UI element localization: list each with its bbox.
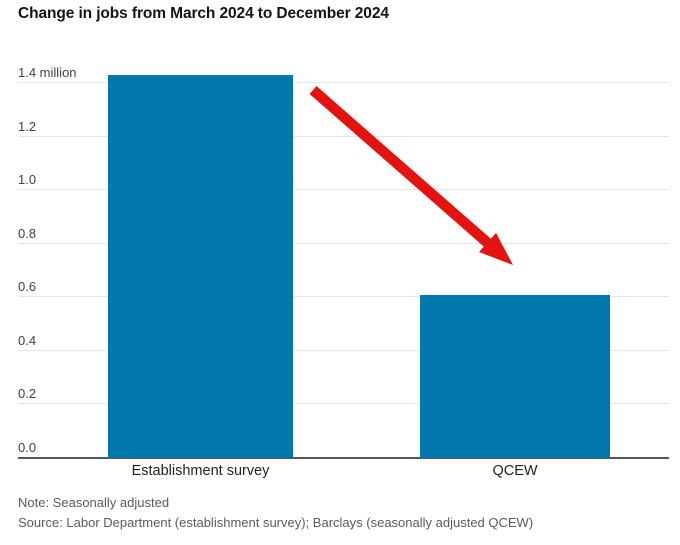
source-text: Source: Labor Department (establishment … xyxy=(18,515,534,530)
gridline xyxy=(18,350,669,351)
gridline xyxy=(18,296,669,297)
gridline xyxy=(18,403,669,404)
y-tick-label: 0.2 xyxy=(18,386,37,401)
bar-qcew xyxy=(420,295,610,458)
y-tick-label: 1.4 million xyxy=(18,65,77,80)
y-tick-label: 0.6 xyxy=(18,279,37,294)
note-text: Note: Seasonally adjusted xyxy=(18,495,170,510)
chart-title: Change in jobs from March 2024 to Decemb… xyxy=(18,5,389,22)
x-axis-label-establishment-survey: Establishment survey xyxy=(131,463,270,479)
plot-area: 0.0 0.2 0.4 0.6 0.8 1.0 1.2 1.4 million xyxy=(18,65,669,459)
chart-footer: Note: Seasonally adjusted Source: Labor … xyxy=(18,493,533,533)
y-tick-label: 1.2 xyxy=(18,119,37,134)
gridline xyxy=(18,82,669,83)
y-tick-label: 0.8 xyxy=(18,226,37,241)
x-axis-baseline xyxy=(18,457,669,459)
y-tick-label: 0.0 xyxy=(18,440,37,455)
y-tick-label: 1.0 xyxy=(18,172,37,187)
bar-establishment-survey xyxy=(108,75,293,458)
y-tick-label: 0.4 xyxy=(18,333,37,348)
x-axis-label-qcew: QCEW xyxy=(492,463,538,479)
